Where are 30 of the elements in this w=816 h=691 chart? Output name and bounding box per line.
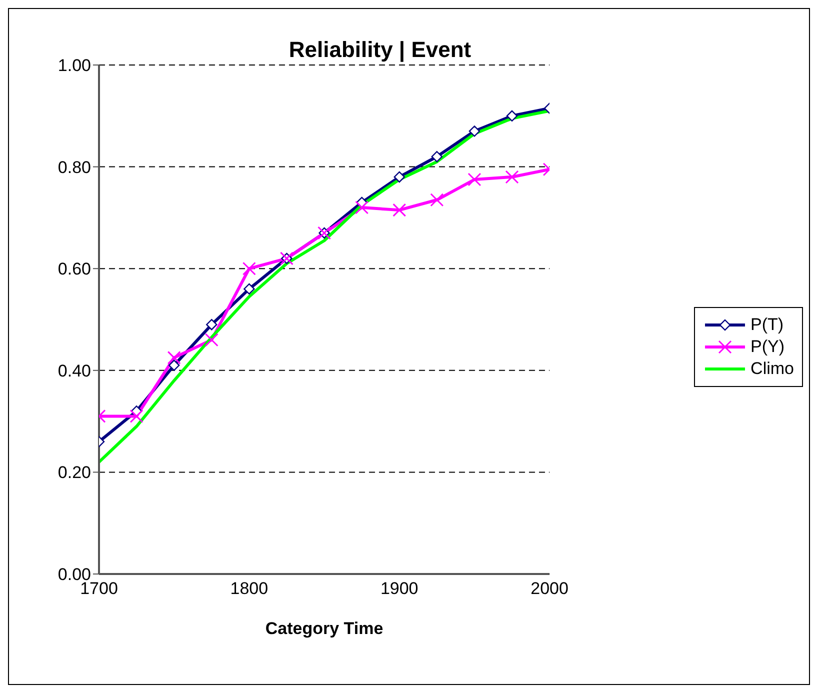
legend-label: Climo [750, 358, 794, 378]
y-tick-label: 0.40 [58, 361, 91, 380]
x-tick-label: 1700 [80, 579, 118, 598]
point [168, 360, 180, 371]
legend-label: P(Y) [750, 336, 785, 356]
y-tick-label: 0.20 [58, 463, 91, 482]
x-tick-label: 1900 [380, 579, 418, 598]
point [355, 200, 369, 214]
y-tick-label: 0.80 [58, 158, 91, 177]
point [392, 203, 406, 217]
point [468, 126, 480, 137]
point [394, 171, 405, 183]
point [430, 193, 444, 207]
point [506, 110, 518, 122]
point [244, 283, 255, 295]
chart-title: Reliability | Event [288, 37, 472, 63]
point [167, 350, 181, 364]
point [204, 333, 218, 347]
point [468, 172, 482, 186]
point [206, 318, 218, 330]
x-axis-title: Category Time [265, 619, 384, 638]
y-tick-label: 0.60 [58, 260, 91, 279]
point [130, 409, 144, 423]
point [242, 262, 256, 276]
legend-label: P(T) [750, 314, 784, 334]
point [505, 170, 519, 184]
x-tick-label: 2000 [530, 579, 568, 598]
x-tick-label: 1800 [230, 579, 268, 598]
point [431, 151, 443, 162]
y-tick-label: 1.00 [58, 56, 91, 76]
